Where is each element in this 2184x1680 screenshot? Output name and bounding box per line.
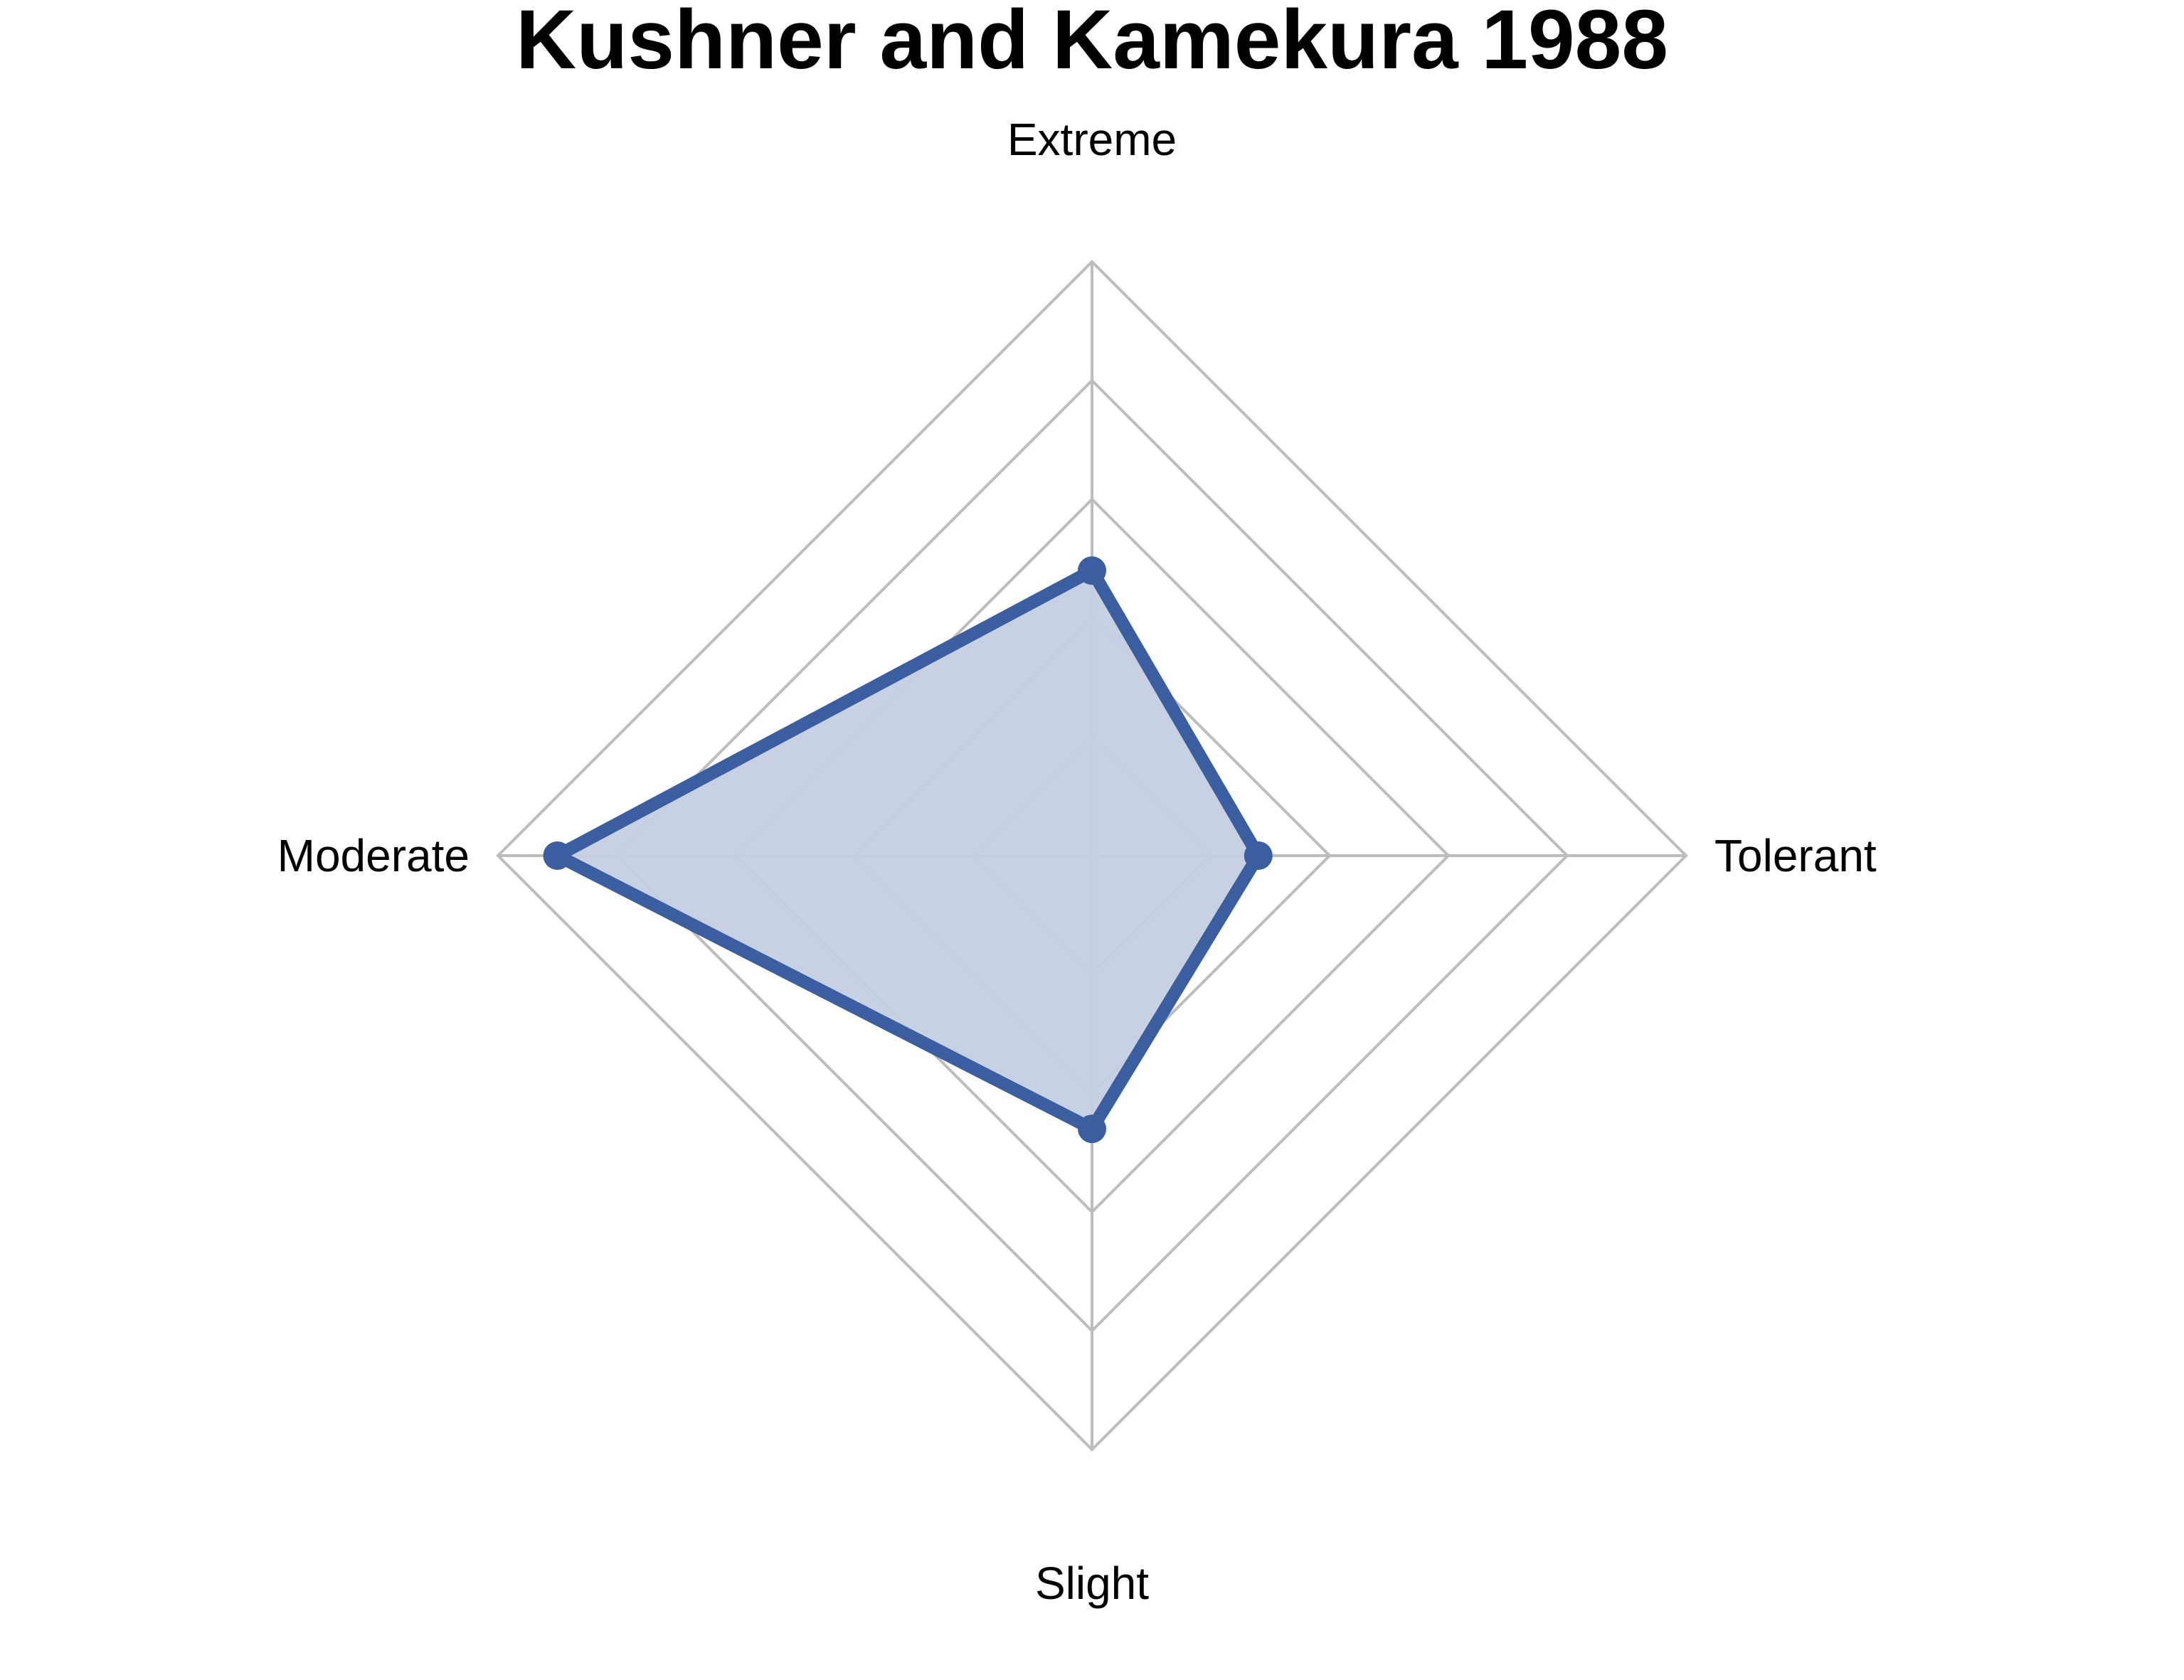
- series-area-0: [551, 564, 1265, 1136]
- axis-label-extreme: Extreme: [1007, 114, 1177, 165]
- data-point-moderate: [543, 841, 572, 870]
- axis-label-moderate: Moderate: [277, 830, 470, 881]
- chart-title: Kushner and Kamekura 1988: [516, 0, 1668, 87]
- axis-label-slight: Slight: [1035, 1558, 1149, 1609]
- data-point-tolerant: [1244, 841, 1273, 870]
- data-point-extreme: [1078, 556, 1106, 585]
- axis-labels: Extreme Tolerant Slight Moderate: [277, 114, 1877, 1609]
- radar-series: [543, 556, 1273, 1144]
- axis-label-tolerant: Tolerant: [1714, 830, 1877, 881]
- data-point-slight: [1078, 1115, 1106, 1144]
